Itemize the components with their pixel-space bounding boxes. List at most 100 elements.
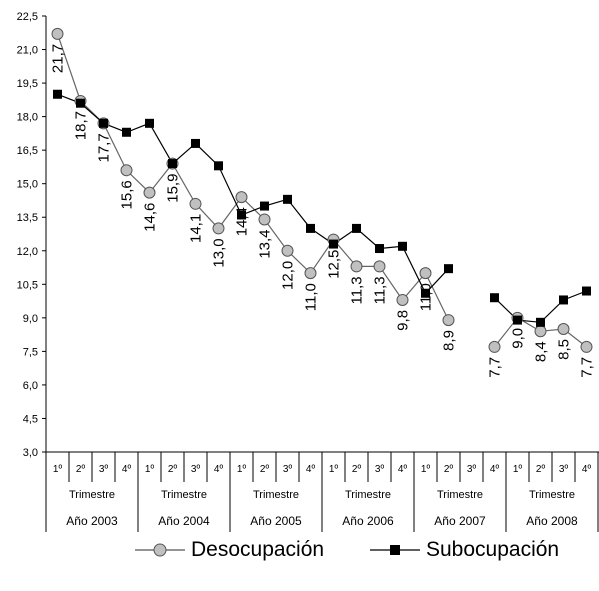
desocupacion-point [350, 260, 363, 273]
data-label: 15,6 [119, 180, 136, 209]
x-quarter-label: 3º [375, 464, 385, 475]
subocupacion-point [559, 295, 568, 305]
data-label: 7,7 [579, 357, 596, 378]
x-quarter-label: 3º [191, 464, 201, 475]
legend: Desocupación Subocupación [0, 538, 599, 574]
x-year-label: Año 2003 [66, 514, 118, 528]
y-tick-label: 21,0 [17, 45, 38, 57]
subocupacion-point [490, 293, 499, 303]
x-quarter-label: 1º [513, 464, 523, 475]
y-tick-label: 6,0 [23, 380, 38, 392]
data-label: 14,1 [188, 214, 205, 243]
x-quarter-label: 2º [168, 464, 178, 475]
y-tick-label: 16,5 [17, 145, 38, 157]
y-tick-label: 10,5 [17, 279, 38, 291]
x-quarter-label: 2º [260, 464, 270, 475]
data-label: 9,8 [395, 310, 412, 331]
x-quarter-label: 4º [214, 464, 224, 475]
x-quarter-label: 1º [237, 464, 247, 475]
desocupacion-point [120, 164, 133, 177]
x-quarter-label: 4º [582, 464, 592, 475]
legend-item-desocupacion: Desocupación [135, 538, 324, 562]
subocupacion-point [168, 159, 177, 169]
x-trimestre-label: Trimestre [437, 489, 483, 501]
subocupacion-point [421, 288, 430, 298]
x-quarter-label: 2º [536, 464, 546, 475]
desocupacion-point [580, 340, 593, 353]
data-label: 12,5 [326, 250, 343, 279]
x-quarter-label: 3º [283, 464, 293, 475]
y-tick-label: 19,5 [17, 78, 38, 90]
legend-square-marker-icon [370, 545, 420, 555]
legend-circle-marker-icon [135, 543, 185, 557]
data-label: 8,9 [441, 330, 458, 351]
data-label: 11,0 [418, 283, 435, 311]
x-quarter-label: 4º [122, 464, 132, 475]
x-quarter-label: 4º [398, 464, 408, 475]
y-tick-label: 15,0 [17, 179, 38, 191]
subocupacion-point [375, 244, 384, 254]
x-quarter-label: 1º [329, 464, 339, 475]
x-trimestre-label: Trimestre [69, 489, 115, 501]
x-trimestre-label: Trimestre [253, 489, 299, 501]
x-quarter-label: 1º [145, 464, 155, 475]
subocupacion-point [122, 127, 131, 137]
desocupacion-point [143, 186, 156, 199]
x-quarter-label: 2º [444, 464, 454, 475]
data-label: 17,7 [96, 133, 113, 162]
x-quarter-label: 4º [490, 464, 500, 475]
x-year-label: Año 2006 [342, 514, 394, 528]
data-label: 12,0 [280, 261, 297, 290]
x-quarter-label: 3º [467, 464, 477, 475]
desocupacion-point [442, 314, 455, 327]
x-quarter-label: 1º [53, 464, 63, 475]
subocupacion-point [53, 89, 62, 99]
desocupacion-point [419, 267, 432, 280]
desocupacion-point [281, 244, 294, 257]
desocupacion-point [189, 197, 202, 210]
data-label: 13,4 [257, 229, 274, 258]
data-label: 14,4 [234, 207, 251, 236]
x-quarter-label: 4º [306, 464, 316, 475]
x-quarter-label: 2º [352, 464, 362, 475]
data-label: 15,9 [165, 174, 182, 203]
subocupacion-point [398, 241, 407, 251]
data-label: 8,5 [556, 339, 573, 360]
data-label: 11,0 [303, 283, 320, 311]
x-quarter-label: 2º [76, 464, 86, 475]
x-year-label: Año 2004 [158, 514, 210, 528]
desocupacion-point [258, 213, 271, 226]
subocupacion-point [191, 138, 200, 148]
data-label: 21,7 [50, 44, 67, 73]
subocupacion-point [76, 98, 85, 108]
subocupacion-point [214, 161, 223, 171]
subocupacion-point [237, 210, 246, 220]
subocupacion-point [145, 118, 154, 128]
data-label: 18,7 [73, 111, 90, 140]
subocupacion-point [582, 286, 591, 296]
desocupacion-point [396, 293, 409, 306]
subocupacion-point [329, 239, 338, 249]
subocupacion-point [260, 201, 269, 211]
x-year-label: Año 2008 [526, 514, 578, 528]
subocupacion-point [306, 223, 315, 233]
data-label: 13,0 [211, 238, 228, 267]
data-label: 11,3 [349, 276, 366, 304]
subocupacion-point [99, 118, 108, 128]
desocupacion-line [56, 33, 587, 348]
subocupacion-point [513, 315, 522, 325]
data-label: 9,0 [510, 328, 527, 349]
legend-item-subocupacion: Subocupación [370, 538, 559, 562]
x-quarter-label: 1º [421, 464, 431, 475]
x-trimestre-label: Trimestre [529, 489, 575, 501]
desocupacion-point [557, 323, 570, 336]
x-quarter-label: 3º [99, 464, 109, 475]
x-year-label: Año 2005 [250, 514, 302, 528]
y-tick-label: 22,5 [17, 11, 38, 23]
y-tick-label: 18,0 [17, 112, 38, 124]
subocupacion-line [57, 93, 587, 323]
x-quarter-label: 3º [559, 464, 569, 475]
subocupacion-point [352, 223, 361, 233]
